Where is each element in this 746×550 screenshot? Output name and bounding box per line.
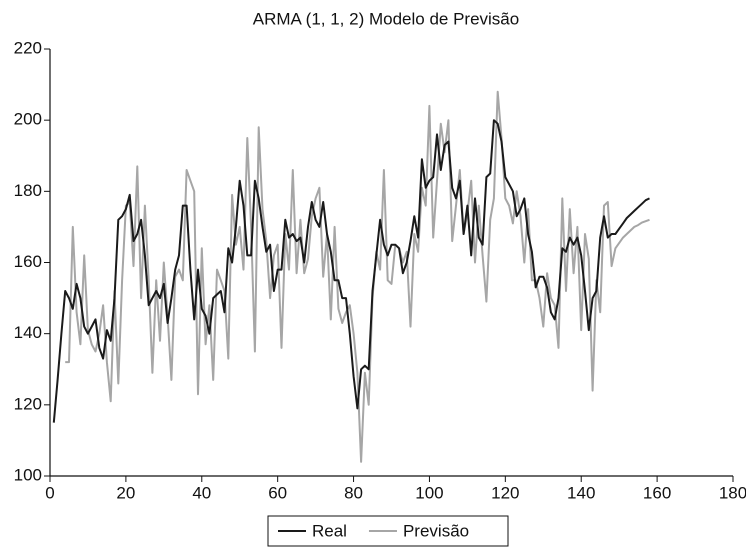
x-tick-label: 160 [643,483,671,502]
y-tick-label: 120 [14,394,42,413]
x-tick-label: 120 [491,483,519,502]
x-tick-label: 140 [567,483,595,502]
y-tick-label: 140 [14,323,42,342]
y-tick-label: 160 [14,252,42,271]
legend-label: Real [312,521,347,540]
y-tick-label: 100 [14,465,42,484]
x-tick-label: 20 [116,483,135,502]
x-tick-label: 180 [719,483,746,502]
y-tick-label: 180 [14,181,42,200]
x-tick-label: 80 [344,483,363,502]
x-tick-label: 0 [45,483,54,502]
y-tick-label: 220 [14,38,42,57]
legend-label: Previsão [403,521,469,540]
chart-title: ARMA (1, 1, 2) Modelo de Previsão [253,9,519,28]
x-tick-label: 60 [268,483,287,502]
y-tick-label: 200 [14,110,42,129]
x-tick-label: 100 [415,483,443,502]
x-tick-label: 40 [192,483,211,502]
series-line [52,119,650,423]
